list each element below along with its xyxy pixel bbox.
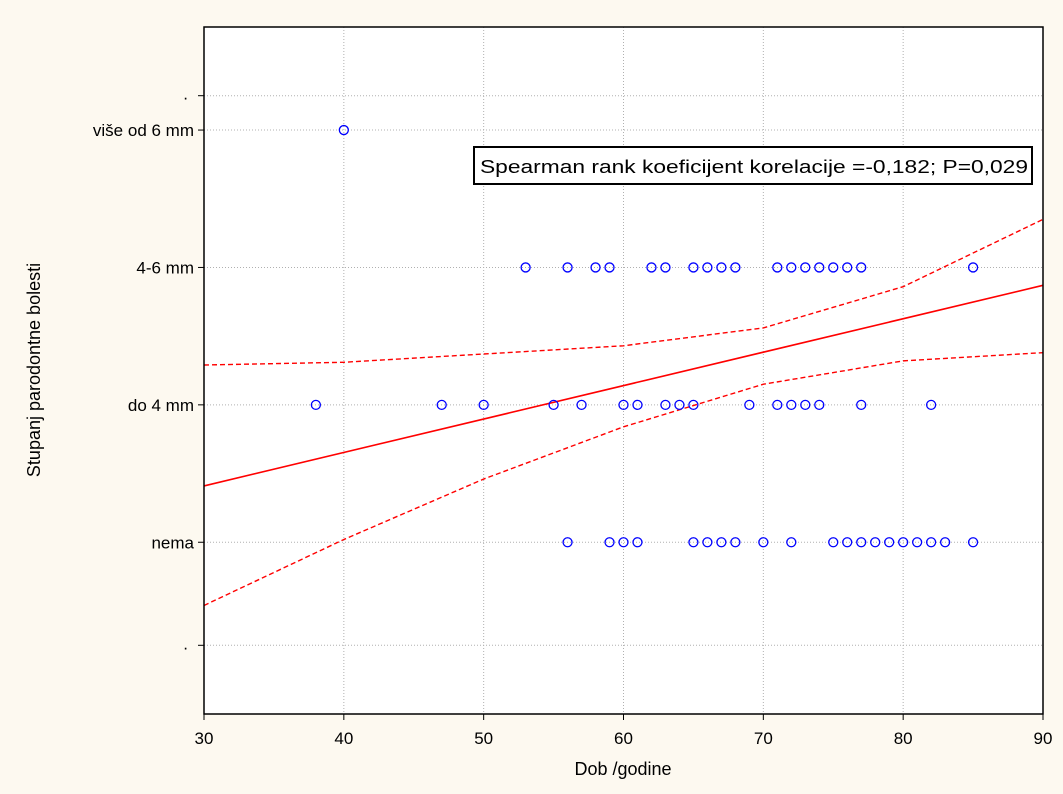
data-point [758, 537, 769, 548]
x-tick-label: 40 [334, 729, 353, 748]
data-point [478, 399, 489, 411]
y-tick-extra-label: . [183, 85, 188, 104]
data-point [660, 399, 671, 411]
y-axis-label: Stupanj parodontne bolesti [24, 263, 44, 477]
x-tick-label: 50 [474, 729, 493, 748]
regression-line [203, 284, 1044, 487]
data-point [632, 537, 643, 548]
y-tick-label: 4-6 mm [136, 258, 194, 277]
data-point [842, 537, 853, 548]
data-point [702, 262, 713, 273]
data-point [925, 537, 937, 548]
data-point [898, 537, 909, 548]
x-axis-label: Dob /godine [574, 759, 671, 779]
data-points [310, 124, 979, 548]
data-point [590, 262, 601, 273]
data-point [436, 399, 447, 411]
data-point [786, 399, 797, 411]
x-tick-label: 60 [614, 729, 633, 748]
regression-line-group [203, 284, 1044, 487]
data-point [800, 399, 811, 411]
data-point [688, 262, 699, 273]
data-point [772, 399, 783, 411]
data-point [856, 537, 867, 548]
data-point [842, 262, 853, 273]
data-point [716, 537, 727, 548]
x-tick-label: 80 [894, 729, 913, 748]
data-point [576, 399, 587, 411]
data-point [884, 537, 895, 548]
data-point [310, 399, 322, 411]
y-tick-label: do 4 mm [128, 396, 194, 415]
data-point [702, 537, 713, 548]
data-point [338, 124, 349, 136]
x-tick-label: 70 [754, 729, 773, 748]
data-point [604, 537, 615, 548]
data-point [660, 262, 671, 273]
data-point [674, 399, 685, 411]
data-point [814, 399, 825, 411]
data-point [562, 537, 573, 548]
data-point [925, 399, 937, 411]
y-tick-label: više od 6 mm [93, 121, 194, 140]
x-tick-label: 90 [1034, 729, 1053, 748]
confidence-upper-line [203, 351, 1044, 607]
x-tick-label: 30 [195, 729, 214, 748]
data-point [688, 537, 699, 548]
data-point [632, 399, 643, 411]
annotation-text: Spearman rank koeficijent korelacije =-0… [480, 157, 1028, 177]
data-point [786, 262, 797, 273]
y-tick-extra-label: . [183, 634, 188, 653]
plot-area [204, 27, 1043, 714]
data-point [744, 399, 755, 411]
data-point [548, 399, 559, 411]
data-point [814, 262, 825, 273]
annotation-box: Spearman rank koeficijent korelacije =-0… [473, 146, 1033, 185]
data-point [800, 262, 811, 273]
data-point [618, 399, 629, 411]
data-point [967, 262, 979, 273]
data-point [730, 262, 741, 273]
y-tick-label: nema [151, 533, 194, 552]
data-point [772, 262, 783, 273]
confidence-lower-line [203, 218, 1044, 366]
data-point [939, 537, 951, 548]
confidence-band [203, 218, 1044, 607]
data-point [562, 262, 573, 273]
data-point [646, 262, 657, 273]
y-axis-ticks: nema do 4 mm 4-6 mm više od 6 mm.. [93, 85, 204, 653]
data-point [856, 262, 867, 273]
data-point [912, 537, 923, 548]
data-point [688, 399, 699, 411]
data-point [716, 262, 727, 273]
data-point [828, 537, 839, 548]
data-point [604, 262, 615, 273]
data-point [786, 537, 797, 548]
data-point [828, 262, 839, 273]
data-point [520, 262, 531, 273]
data-point [856, 399, 867, 411]
x-axis-ticks: 30 40 50 60 70 80 90 [195, 714, 1053, 748]
data-point [618, 537, 629, 548]
data-point [730, 537, 741, 548]
data-point [870, 537, 881, 548]
data-point [967, 537, 979, 548]
